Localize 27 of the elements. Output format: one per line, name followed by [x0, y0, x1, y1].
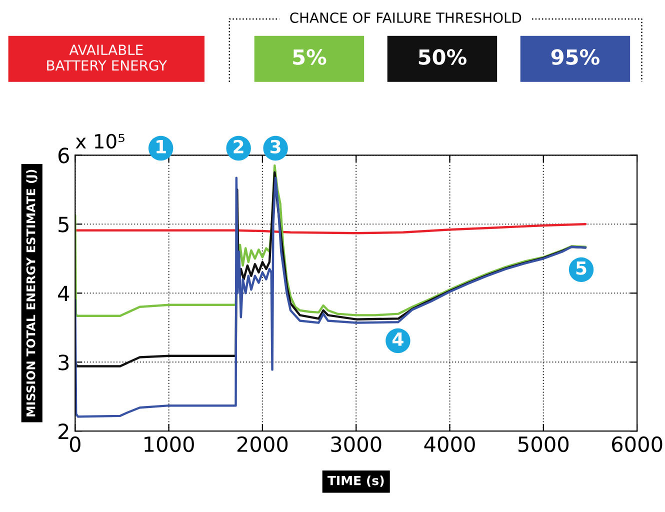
annotation: 5: [576, 261, 586, 275]
x-tick-label: 2000: [237, 436, 288, 452]
x-axis-title: TIME (s): [327, 476, 384, 487]
x-tick-label: 1000: [144, 436, 194, 452]
text: 5%: [293, 49, 326, 65]
line-series: [75, 223, 587, 234]
annotation: 4: [392, 332, 404, 346]
x-tick-label: 3000: [331, 436, 382, 452]
y-tick-label: 5: [58, 216, 68, 232]
legend-title: CHANCE OF FAILURE THRESHOLD: [290, 12, 522, 23]
y-tick-label: 3: [58, 354, 69, 370]
x-tick-label: 6000: [612, 436, 662, 452]
y-tick-label: 6: [58, 148, 69, 164]
x-tick-label: 4000: [424, 436, 475, 452]
y-tick-label: 2: [58, 424, 68, 440]
text: 95%: [551, 49, 600, 65]
x-tick-label: 0: [70, 436, 80, 452]
text: 50%: [418, 49, 466, 65]
y-tick-label: 4: [58, 286, 70, 302]
annotation: 1: [156, 140, 166, 154]
text: x 10⁵: [76, 134, 124, 149]
annotation: 2: [234, 140, 244, 154]
text: AVAILABLE BATTERY ENERGY: [47, 44, 168, 71]
annotation: 3: [270, 140, 280, 154]
line-series: [75, 176, 587, 418]
y-axis-title: MISSION TOTAL ENERGY ESTIMATE (J): [26, 170, 38, 416]
x-tick-label: 5000: [518, 436, 569, 452]
